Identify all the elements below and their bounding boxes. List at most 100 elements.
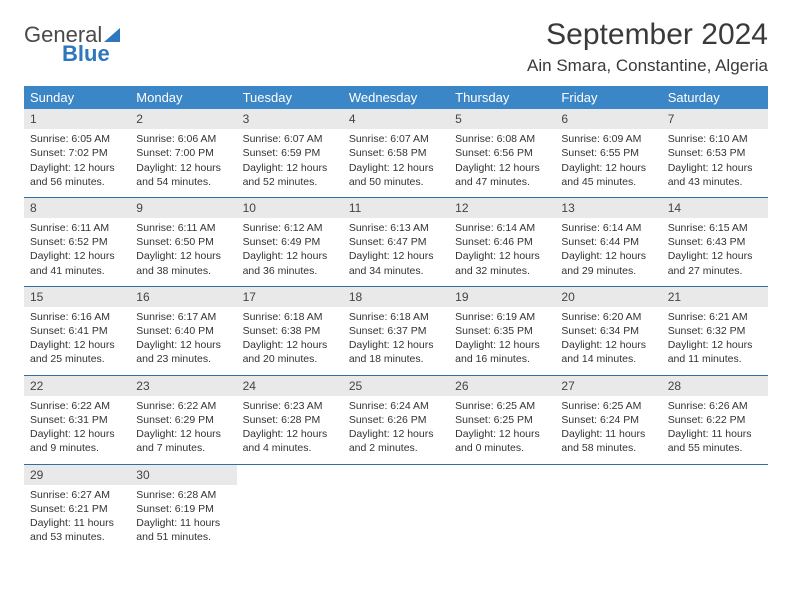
- daylight-line: and 47 minutes.: [455, 175, 549, 189]
- daylight-line: and 4 minutes.: [243, 441, 337, 455]
- sunset-line: Sunset: 6:21 PM: [30, 502, 124, 516]
- sunrise-line: Sunrise: 6:23 AM: [243, 399, 337, 413]
- day-number: 29: [24, 465, 130, 485]
- sunrise-line: Sunrise: 6:28 AM: [136, 488, 230, 502]
- daylight-line: Daylight: 12 hours: [30, 249, 124, 263]
- day-cell: 27Sunrise: 6:25 AMSunset: 6:24 PMDayligh…: [555, 376, 661, 464]
- sunset-line: Sunset: 6:43 PM: [668, 235, 762, 249]
- week-row: 22Sunrise: 6:22 AMSunset: 6:31 PMDayligh…: [24, 376, 768, 465]
- sunset-line: Sunset: 6:40 PM: [136, 324, 230, 338]
- daylight-line: Daylight: 12 hours: [30, 161, 124, 175]
- day-number: 18: [343, 287, 449, 307]
- day-number: 16: [130, 287, 236, 307]
- day-number: 4: [343, 109, 449, 129]
- daylight-line: Daylight: 12 hours: [136, 161, 230, 175]
- dow-saturday: Saturday: [662, 86, 768, 109]
- daylight-line: and 53 minutes.: [30, 530, 124, 544]
- week-row: 1Sunrise: 6:05 AMSunset: 7:02 PMDaylight…: [24, 109, 768, 198]
- sunrise-line: Sunrise: 6:14 AM: [455, 221, 549, 235]
- sunrise-line: Sunrise: 6:20 AM: [561, 310, 655, 324]
- dow-tuesday: Tuesday: [237, 86, 343, 109]
- sunrise-line: Sunrise: 6:25 AM: [561, 399, 655, 413]
- sunrise-line: Sunrise: 6:18 AM: [243, 310, 337, 324]
- sunset-line: Sunset: 6:26 PM: [349, 413, 443, 427]
- sunset-line: Sunset: 6:49 PM: [243, 235, 337, 249]
- sunset-line: Sunset: 6:55 PM: [561, 146, 655, 160]
- daylight-line: Daylight: 12 hours: [243, 338, 337, 352]
- day-cell: 6Sunrise: 6:09 AMSunset: 6:55 PMDaylight…: [555, 109, 661, 197]
- day-cell: 26Sunrise: 6:25 AMSunset: 6:25 PMDayligh…: [449, 376, 555, 464]
- dow-friday: Friday: [555, 86, 661, 109]
- day-number: 12: [449, 198, 555, 218]
- sunset-line: Sunset: 6:44 PM: [561, 235, 655, 249]
- day-number: 27: [555, 376, 661, 396]
- sunrise-line: Sunrise: 6:08 AM: [455, 132, 549, 146]
- day-number: 6: [555, 109, 661, 129]
- title-block: September 2024 Ain Smara, Constantine, A…: [527, 18, 768, 76]
- dow-wednesday: Wednesday: [343, 86, 449, 109]
- daylight-line: and 52 minutes.: [243, 175, 337, 189]
- daylight-line: and 20 minutes.: [243, 352, 337, 366]
- day-cell: 8Sunrise: 6:11 AMSunset: 6:52 PMDaylight…: [24, 198, 130, 286]
- header: General Blue September 2024 Ain Smara, C…: [24, 18, 768, 76]
- day-number: 23: [130, 376, 236, 396]
- daylight-line: and 11 minutes.: [668, 352, 762, 366]
- sunset-line: Sunset: 6:22 PM: [668, 413, 762, 427]
- daylight-line: Daylight: 12 hours: [136, 427, 230, 441]
- daylight-line: and 14 minutes.: [561, 352, 655, 366]
- sunset-line: Sunset: 6:24 PM: [561, 413, 655, 427]
- daylight-line: and 51 minutes.: [136, 530, 230, 544]
- sunset-line: Sunset: 6:56 PM: [455, 146, 549, 160]
- day-cell: 24 Sunrise: 6:23 AMSunset: 6:28 PMDayligh…: [237, 376, 343, 464]
- sunset-line: Sunset: 6:28 PM: [243, 413, 337, 427]
- day-cell: 28Sunrise: 6:26 AMSunset: 6:22 PMDayligh…: [662, 376, 768, 464]
- sunset-line: Sunset: 6:53 PM: [668, 146, 762, 160]
- day-cell: 17Sunrise: 6:18 AMSunset: 6:38 PMDayligh…: [237, 287, 343, 375]
- sunrise-line: Sunrise: 6:18 AM: [349, 310, 443, 324]
- daylight-line: Daylight: 11 hours: [136, 516, 230, 530]
- sunset-line: Sunset: 6:37 PM: [349, 324, 443, 338]
- sunset-line: Sunset: 6:46 PM: [455, 235, 549, 249]
- day-cell: 19Sunrise: 6:19 AMSunset: 6:35 PMDayligh…: [449, 287, 555, 375]
- daylight-line: Daylight: 11 hours: [668, 427, 762, 441]
- daylight-line: Daylight: 12 hours: [455, 249, 549, 263]
- daylight-line: Daylight: 12 hours: [243, 427, 337, 441]
- daylight-line: Daylight: 12 hours: [455, 338, 549, 352]
- daylight-line: and 23 minutes.: [136, 352, 230, 366]
- day-number: 26: [449, 376, 555, 396]
- daylight-line: and 25 minutes.: [30, 352, 124, 366]
- daylight-line: and 16 minutes.: [455, 352, 549, 366]
- daylight-line: Daylight: 12 hours: [30, 427, 124, 441]
- day-cell: 9Sunrise: 6:11 AMSunset: 6:50 PMDaylight…: [130, 198, 236, 286]
- daylight-line: Daylight: 12 hours: [561, 161, 655, 175]
- sunset-line: Sunset: 6:52 PM: [30, 235, 124, 249]
- daylight-line: Daylight: 12 hours: [455, 161, 549, 175]
- day-cell: 14Sunrise: 6:15 AMSunset: 6:43 PMDayligh…: [662, 198, 768, 286]
- day-number: 25: [343, 376, 449, 396]
- sunrise-line: Sunrise: 6:21 AM: [668, 310, 762, 324]
- day-number: 15: [24, 287, 130, 307]
- daylight-line: and 43 minutes.: [668, 175, 762, 189]
- daylight-line: Daylight: 12 hours: [668, 161, 762, 175]
- sunrise-line: Sunrise: 6:22 AM: [30, 399, 124, 413]
- daylight-line: and 34 minutes.: [349, 264, 443, 278]
- day-number: 24: [237, 376, 343, 396]
- daylight-line: and 41 minutes.: [30, 264, 124, 278]
- daylight-line: Daylight: 11 hours: [30, 516, 124, 530]
- sunrise-line: Sunrise: 6:22 AM: [136, 399, 230, 413]
- sunset-line: Sunset: 6:19 PM: [136, 502, 230, 516]
- sunset-line: Sunset: 6:59 PM: [243, 146, 337, 160]
- daylight-line: Daylight: 12 hours: [561, 338, 655, 352]
- day-cell: 18Sunrise: 6:18 AMSunset: 6:37 PMDayligh…: [343, 287, 449, 375]
- day-number: 21: [662, 287, 768, 307]
- sunrise-line: Sunrise: 6:06 AM: [136, 132, 230, 146]
- day-number: 3: [237, 109, 343, 129]
- days-of-week-header: Sunday Monday Tuesday Wednesday Thursday…: [24, 86, 768, 109]
- sunrise-line: Sunrise: 6:15 AM: [668, 221, 762, 235]
- day-cell: 16Sunrise: 6:17 AMSunset: 6:40 PMDayligh…: [130, 287, 236, 375]
- sunrise-line: Sunrise: 6:14 AM: [561, 221, 655, 235]
- sunset-line: Sunset: 6:47 PM: [349, 235, 443, 249]
- week-row: 15Sunrise: 6:16 AMSunset: 6:41 PMDayligh…: [24, 287, 768, 376]
- sunset-line: Sunset: 6:50 PM: [136, 235, 230, 249]
- day-cell: 4Sunrise: 6:07 AMSunset: 6:58 PMDaylight…: [343, 109, 449, 197]
